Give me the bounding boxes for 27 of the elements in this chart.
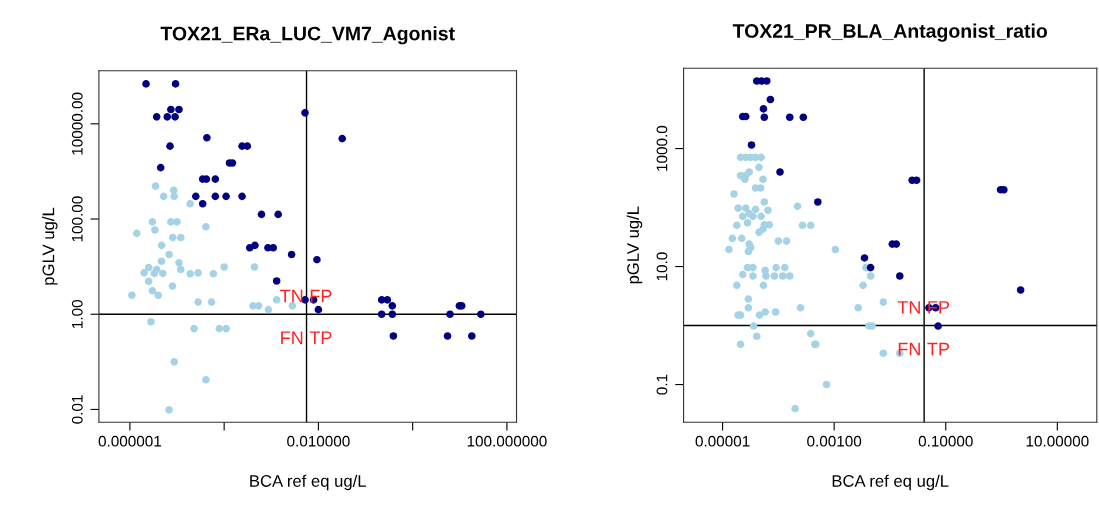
annotation: TP <box>309 331 332 344</box>
y-tick-label: 10000.00 <box>71 92 83 155</box>
annotation: FP <box>310 289 332 303</box>
y-tick-label: 0.1 <box>656 374 668 395</box>
x-tick-label: 0.00100 <box>807 435 862 447</box>
annotation: TP <box>927 342 950 356</box>
y-axis-title: pGLV ug/L <box>626 206 643 284</box>
x-axis-title: BCA ref eq ug/L <box>250 474 367 491</box>
x-tick-label: 0.010000 <box>287 435 350 447</box>
annotation: FN <box>898 342 920 356</box>
y-axis-title: pGLV ug/L <box>42 207 58 285</box>
x-tick-label: 0.000001 <box>98 435 162 447</box>
x-tick-label: 0.00001 <box>695 435 750 447</box>
annotation: TN <box>280 289 303 303</box>
x-tick-label: 0.10000 <box>918 435 973 447</box>
x-tick-label: 100.000000 <box>467 435 547 447</box>
x-axis-title: BCA ref eq ug/L <box>832 474 949 491</box>
chart-title: TOX21_ERa_LUC_VM7_Agonist <box>160 26 455 45</box>
y-tick-label: 0.01 <box>71 395 83 424</box>
x-tick-label: 10.00000 <box>1026 435 1089 447</box>
y-tick-label: 1000.0 <box>656 125 668 171</box>
annotation: FN <box>281 331 303 344</box>
chart-title: TOX21_PR_BLA_Antagonist_ratio <box>732 23 1048 42</box>
y-tick-label: 1.00 <box>71 299 83 328</box>
y-tick-label: 10.0 <box>656 252 668 281</box>
annotation: TN <box>897 301 920 314</box>
y-tick-label: 100.00 <box>71 196 83 242</box>
